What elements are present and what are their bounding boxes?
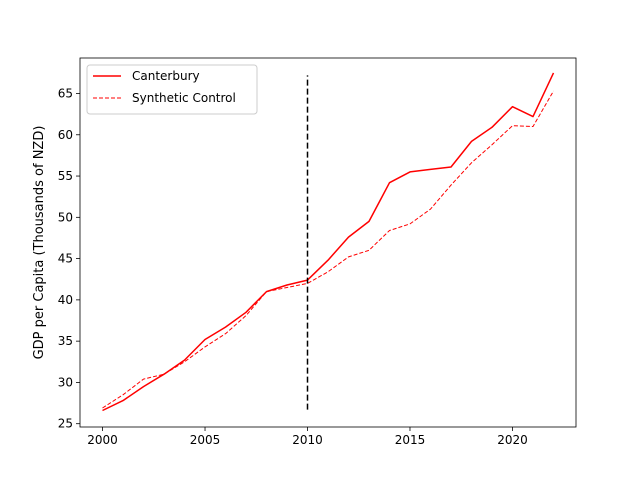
y-tick-label: 45 (58, 252, 73, 266)
y-tick-label: 25 (58, 417, 73, 431)
x-tick-label: 2005 (190, 433, 221, 447)
legend: Canterbury Synthetic Control (86, 64, 258, 115)
plot-area (102, 72, 555, 412)
x-tick-label: 2020 (497, 433, 528, 447)
y-tick-label: 60 (58, 128, 73, 142)
series-line-1 (102, 72, 555, 412)
legend-box (86, 64, 258, 115)
x-tick-label: 2000 (87, 433, 118, 447)
x-tick-label: 2010 (292, 433, 323, 447)
axes: 2000 2005 2010 2015 2020 25 30 35 40 45 50 55 60 65 (58, 57, 577, 447)
x-tick-label: 2015 (395, 433, 426, 447)
y-tick-label: 30 (58, 375, 73, 389)
legend-label-2: Synthetic Control (132, 91, 236, 105)
y-axis-label: GDP per Capita (Thousands of NZD) (32, 126, 47, 360)
y-tick-label: 65 (58, 86, 73, 100)
legend-label-1: Canterbury (132, 69, 200, 83)
y-tick-label: 35 (58, 334, 73, 348)
axes-frame (79, 57, 577, 428)
y-tick-label: 55 (58, 169, 73, 183)
y-tick-label: 40 (58, 293, 73, 307)
series-line-2 (102, 90, 554, 409)
y-tick-label: 50 (58, 210, 73, 224)
